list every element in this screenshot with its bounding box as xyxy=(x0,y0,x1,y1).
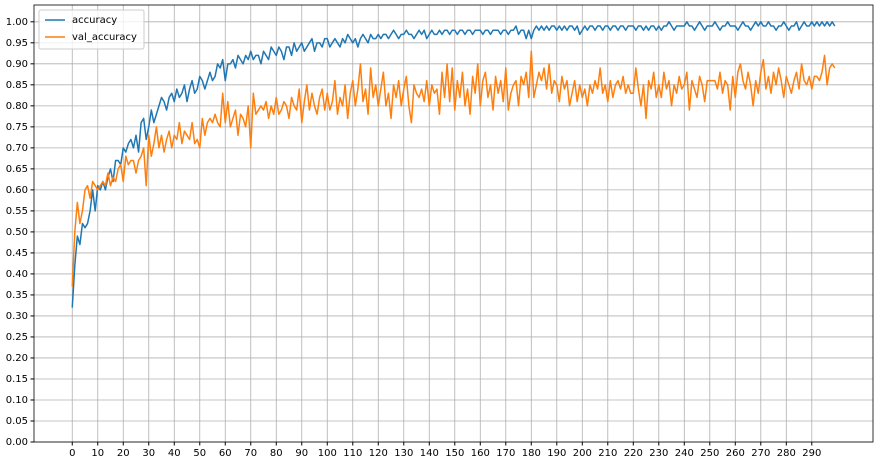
y-tick-label: 0.75 xyxy=(6,122,28,133)
x-tick-label: 80 xyxy=(270,448,283,459)
x-tick-label: 240 xyxy=(675,448,694,459)
x-tick-label: 170 xyxy=(496,448,515,459)
legend: accuracy val_accuracy xyxy=(38,9,145,50)
x-tick-label: 120 xyxy=(369,448,388,459)
x-tick-label: 160 xyxy=(471,448,490,459)
y-tick-label: 0.00 xyxy=(6,437,28,448)
y-tick-label: 0.45 xyxy=(6,248,28,259)
x-tick-label: 180 xyxy=(522,448,541,459)
y-tick-label: 0.80 xyxy=(6,101,28,112)
y-tick-label: 0.05 xyxy=(6,416,28,427)
x-tick-label: 50 xyxy=(193,448,206,459)
x-tick-label: 200 xyxy=(573,448,592,459)
x-tick-label: 140 xyxy=(420,448,439,459)
x-tick-label: 290 xyxy=(802,448,821,459)
y-tick-label: 0.25 xyxy=(6,332,28,343)
x-tick-label: 230 xyxy=(649,448,668,459)
x-tick-label: 190 xyxy=(547,448,566,459)
y-tick-label: 0.85 xyxy=(6,80,28,91)
y-tick-label: 0.65 xyxy=(6,164,28,175)
y-tick-label: 0.50 xyxy=(6,227,28,238)
y-tick-label: 0.60 xyxy=(6,185,28,196)
x-tick-label: 270 xyxy=(751,448,770,459)
x-tick-label: 210 xyxy=(598,448,617,459)
x-tick-label: 70 xyxy=(244,448,257,459)
x-tick-label: 10 xyxy=(91,448,104,459)
line-series xyxy=(71,50,836,287)
x-tick-label: 20 xyxy=(117,448,130,459)
line-series xyxy=(71,21,836,308)
y-tick-label: 0.70 xyxy=(6,143,28,154)
x-tick-label: 110 xyxy=(343,448,362,459)
y-tick-label: 0.15 xyxy=(6,374,28,385)
x-tick-label: 40 xyxy=(168,448,181,459)
x-tick-label: 220 xyxy=(624,448,643,459)
x-tick-label: 250 xyxy=(700,448,719,459)
x-tick-label: 150 xyxy=(445,448,464,459)
legend-box xyxy=(38,9,145,50)
x-tick-label: 30 xyxy=(142,448,155,459)
legend-label: val_accuracy xyxy=(72,32,137,43)
y-tick-label: 0.40 xyxy=(6,269,28,280)
y-tick-label: 1.00 xyxy=(6,17,28,28)
y-tick-label: 0.20 xyxy=(6,353,28,364)
x-tick-label: 60 xyxy=(219,448,232,459)
y-tick-label: 0.35 xyxy=(6,290,28,301)
legend-label: accuracy xyxy=(72,15,117,26)
x-tick-label: 0 xyxy=(69,448,75,459)
x-tick-label: 280 xyxy=(777,448,796,459)
y-tick-label: 0.10 xyxy=(6,395,28,406)
y-tick-label: 0.95 xyxy=(6,38,28,49)
y-tick-label: 0.55 xyxy=(6,206,28,217)
x-tick-label: 130 xyxy=(394,448,413,459)
y-tick-label: 0.30 xyxy=(6,311,28,322)
x-tick-label: 100 xyxy=(318,448,337,459)
x-tick-label: 90 xyxy=(295,448,308,459)
plot-frame xyxy=(33,4,874,443)
x-tick-label: 260 xyxy=(726,448,745,459)
y-tick-label: 0.90 xyxy=(6,59,28,70)
